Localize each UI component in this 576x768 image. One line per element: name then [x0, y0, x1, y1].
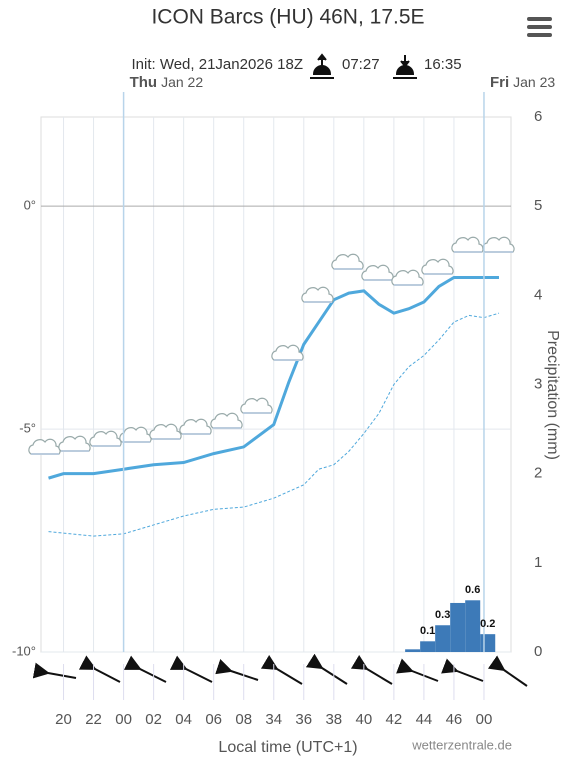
- day-date: Jan 23: [513, 74, 555, 90]
- x-tick-label: 44: [416, 711, 433, 728]
- day-date: Jan 22: [161, 74, 203, 90]
- line: [48, 312, 500, 537]
- y-tick-label: 0°: [24, 198, 36, 213]
- x-tick-label: 46: [446, 711, 463, 728]
- line: [48, 276, 499, 480]
- precip-bar: [465, 600, 481, 652]
- day-label: Thu Jan 22: [130, 74, 204, 91]
- bar-value-label: 0.2: [480, 618, 495, 630]
- sunrise-icon: [310, 53, 334, 79]
- x-tick-label: 02: [145, 711, 162, 728]
- y2-tick-label: 2: [534, 465, 542, 482]
- y-tick-label: -5°: [19, 421, 36, 436]
- plot-frame: [40, 116, 512, 653]
- precip-bar: [450, 602, 466, 652]
- x-tick-label: 00: [115, 711, 132, 728]
- x-tick-label: 06: [205, 711, 222, 728]
- y2-tick-label: 0: [534, 643, 542, 660]
- day-label: Fri Jan 23: [490, 74, 555, 91]
- bar-value-label: 0.1: [420, 625, 435, 637]
- x-tick-label: 08: [235, 711, 252, 728]
- bar-value-label: 0.3: [435, 609, 450, 621]
- x-tick-label: 20: [55, 711, 72, 728]
- weather-icons: [27, 236, 516, 455]
- y-tick-label: -10°: [12, 643, 36, 658]
- sunrise: 07:27: [342, 56, 380, 73]
- init-time: Init: Wed, 21Jan2026 18Z: [131, 56, 303, 73]
- y2-tick-label: 1: [534, 554, 542, 571]
- precip-bar: [420, 641, 436, 652]
- x-tick-label: 34: [265, 711, 282, 728]
- day-name: Fri: [490, 74, 509, 91]
- y2-tick-label: 3: [534, 375, 542, 392]
- x-tick-label: 42: [386, 711, 403, 728]
- plot: [41, 117, 511, 653]
- precip-bar: [405, 649, 421, 652]
- x-tick-label: 04: [175, 711, 192, 728]
- x-tick-label: 38: [325, 711, 342, 728]
- precip-bar: [435, 625, 451, 652]
- precip-bar: [480, 634, 496, 652]
- sunset: 16:35: [424, 56, 462, 73]
- y2-tick-label: 6: [534, 108, 542, 125]
- day-name: Thu: [130, 74, 158, 91]
- y2-tick-label: 4: [534, 286, 542, 303]
- bar-value-label: 0.6: [465, 584, 480, 596]
- title: ICON Barcs (HU) 46N, 17.5E: [151, 6, 424, 29]
- credit: wetterzentrale.de: [411, 737, 512, 752]
- wind-arrows: [32, 653, 528, 687]
- x-tick-label: 22: [85, 711, 102, 728]
- y2-tick-label: 5: [534, 197, 542, 214]
- y2-axis-label: Precipitation (mm): [544, 330, 561, 460]
- x-tick-label: 36: [295, 711, 312, 728]
- menu-button[interactable]: [527, 17, 552, 37]
- x-tick-label: 40: [355, 711, 372, 728]
- x-tick-label: 00: [476, 711, 493, 728]
- x-axis-label: Local time (UTC+1): [218, 739, 357, 756]
- sunset-icon: [393, 55, 417, 79]
